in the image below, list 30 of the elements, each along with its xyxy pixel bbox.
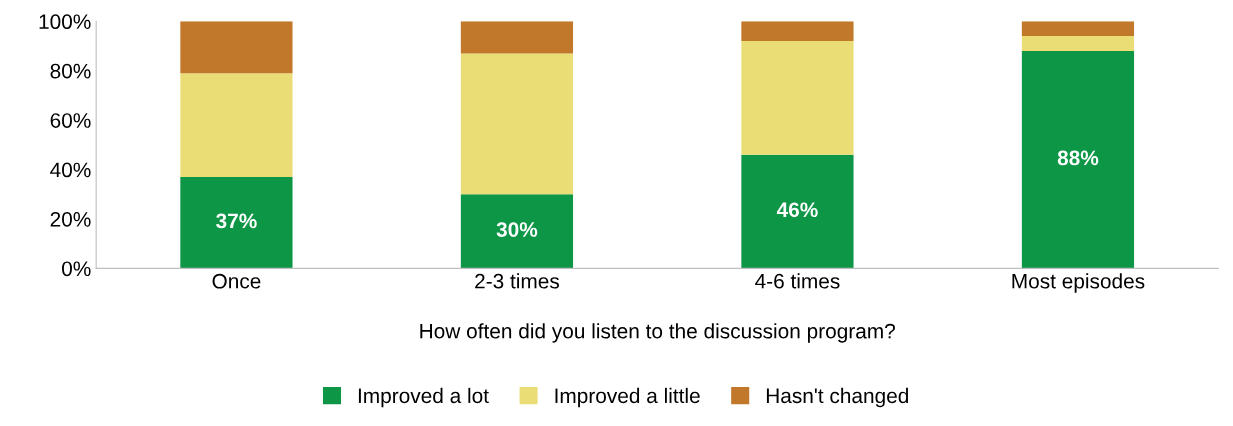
y-tick-label: 0% <box>62 261 91 277</box>
data-label: 37% <box>216 213 257 229</box>
bar <box>460 53 574 195</box>
bar <box>741 41 854 155</box>
legend-label: Hasn't changed <box>766 387 908 408</box>
y-tick-label: 80% <box>50 63 91 79</box>
bar <box>460 21 574 54</box>
bar <box>180 21 293 74</box>
y-tick-label: 20% <box>50 211 91 227</box>
x-tick-label: Once <box>212 273 261 289</box>
y-tick-label: 40% <box>50 162 91 178</box>
bar <box>180 73 293 177</box>
bar <box>1021 50 1135 269</box>
data-label: 88% <box>1057 150 1099 166</box>
x-tick-label: 2-3 times <box>475 273 560 289</box>
legend-label: Improved a lot <box>358 387 489 408</box>
y-tick-label: 100% <box>39 14 91 30</box>
data-label: 46% <box>776 202 818 218</box>
bar <box>460 194 574 269</box>
bar <box>741 21 854 42</box>
bar <box>1021 36 1135 51</box>
bar <box>180 176 293 269</box>
bar <box>741 154 854 269</box>
x-tick-label: 4-6 times <box>755 273 840 289</box>
y-tick-label: 60% <box>50 113 91 128</box>
bar <box>1021 21 1135 37</box>
legend-label: Improved a little <box>555 387 700 408</box>
data-label: 30% <box>496 222 538 237</box>
x-axis-title: How often did you listen to the discussion program? <box>420 323 895 343</box>
x-tick-label: Most episodes <box>1012 273 1145 293</box>
